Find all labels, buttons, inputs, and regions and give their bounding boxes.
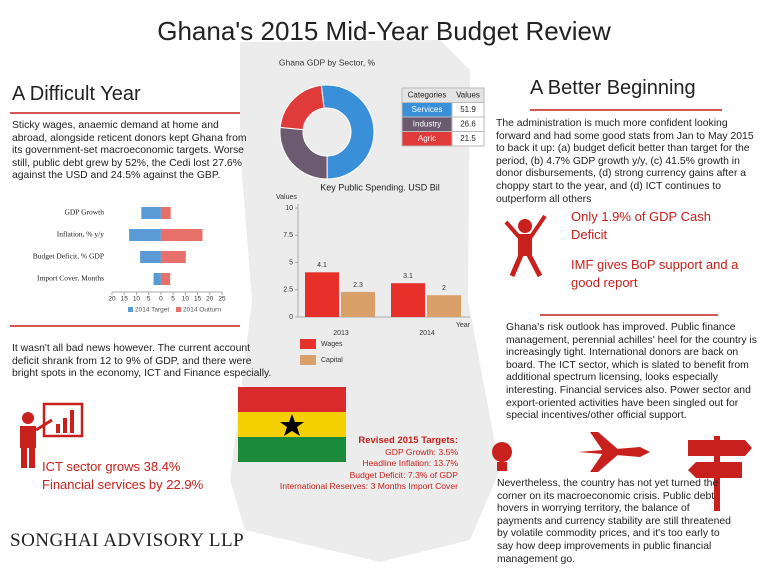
y-tick-label: 10 <box>285 205 293 212</box>
table-cell <box>451 131 485 147</box>
callout: Only 1.9% of GDP Cash Deficit <box>571 209 711 242</box>
legend-label: Wages <box>321 341 343 348</box>
x-tick-label: 10 <box>182 296 190 303</box>
chart-title: Ghana GDP by Sector, % <box>279 57 376 67</box>
heading: A Better Beginning <box>530 77 696 99</box>
y-tick-label: Inflation, % y/y <box>57 230 105 239</box>
table-category: Agric <box>418 134 436 143</box>
targets: Revised 2015 Targets: GDP Growth: 3.5% He… <box>280 435 458 493</box>
value-label: 4.1 <box>317 262 327 269</box>
legend-label: 2014 Outturn <box>183 307 221 314</box>
highlight: ICT sector grows 38.4% <box>42 459 181 474</box>
y-tick-label: 2.5 <box>283 287 293 294</box>
legend-swatch <box>300 339 316 349</box>
bar <box>160 251 186 263</box>
callout: IMF gives BoP support and a good report <box>571 257 739 290</box>
paragraph: It wasn't all bad news however. The curr… <box>12 343 272 380</box>
x-tick-label: 5 <box>171 296 175 303</box>
y-tick-label: 0 <box>289 314 293 321</box>
target-line: Budget Deficit: 7.3% of GDP <box>349 469 458 480</box>
bar <box>129 229 161 241</box>
flag <box>238 387 346 462</box>
legend-label: 2014 Target <box>135 307 169 314</box>
pie-slice <box>320 84 375 180</box>
x-tick-label: 20 <box>108 296 116 303</box>
y-tick-label: Budget Deficit, % GDP <box>33 252 104 261</box>
table-value: 51.9 <box>460 105 476 114</box>
x-tick-label: 2013 <box>333 330 349 337</box>
paragraph: Ghana's risk outlook has improved. Publi… <box>506 322 757 422</box>
value-label: 2.3 <box>353 282 363 289</box>
target-line: GDP Growth: 3.5% <box>385 446 458 457</box>
legend-swatch <box>300 355 316 365</box>
bar <box>305 272 339 317</box>
paragraph: The administration is much more confiden… <box>496 118 754 205</box>
title: Ghana's 2015 Mid-Year Budget Review <box>157 16 611 46</box>
bar <box>341 291 375 317</box>
icon-celebrate <box>504 214 547 278</box>
x-tick-label: 20 <box>206 296 214 303</box>
paragraph: Nevertheless, the country has not yet tu… <box>497 478 731 565</box>
bar <box>391 283 425 317</box>
y-axis-label: Values <box>276 194 297 201</box>
x-tick-label: 15 <box>194 296 202 303</box>
highlight: Financial services by 22.9% <box>42 477 204 492</box>
legend-swatch <box>128 307 133 312</box>
value-label: 2 <box>442 285 446 292</box>
bar <box>427 295 461 317</box>
legend-label: Capital <box>321 357 343 364</box>
icon-signpost <box>688 436 752 511</box>
table-value: 26.6 <box>460 119 476 128</box>
table-header: Values <box>456 90 480 99</box>
icon-bulb <box>492 442 512 471</box>
table-category: Services <box>412 105 443 114</box>
heading: A Difficult Year <box>12 83 141 105</box>
x-tick-label: 5 <box>147 296 151 303</box>
x-tick-label: 0 <box>159 296 163 303</box>
target-line: Headline Inflation: 13.7% <box>362 458 458 469</box>
chart-title: Key Public Spending. USD Bil <box>320 182 440 192</box>
logo: SONGHAI ADVISORY LLP <box>10 530 245 551</box>
target-line: International Reserves: 3 Months Import … <box>279 481 458 492</box>
y-tick-label: Import Cover, Months <box>37 274 104 283</box>
icon-presenter <box>20 402 84 468</box>
bar <box>160 207 171 219</box>
targets-title: Revised 2015 Targets: <box>358 435 458 446</box>
icon-plane <box>578 432 650 472</box>
pie-slice <box>279 84 325 131</box>
paragraph: Sticky wages, anaemic demand at home and… <box>12 120 247 182</box>
legend-swatch <box>176 307 181 312</box>
table-header: Categories <box>408 90 447 99</box>
x-tick-label: 10 <box>133 296 141 303</box>
table-value: 21.5 <box>460 134 476 143</box>
value-label: 3.1 <box>403 273 413 280</box>
x-tick-label: 15 <box>121 296 129 303</box>
x-tick-label: 2014 <box>419 330 435 337</box>
y-tick-label: 5 <box>289 259 293 266</box>
x-tick-label: 25 <box>218 296 226 303</box>
bar <box>140 251 161 263</box>
bar <box>141 207 161 219</box>
bar <box>160 229 203 241</box>
y-tick-label: 7.5 <box>283 232 293 239</box>
bar <box>153 273 161 285</box>
table-category: Industry <box>413 119 441 128</box>
bar <box>160 273 171 285</box>
x-axis-label: Year <box>456 322 471 329</box>
y-tick-label: GDP Growth <box>64 208 104 217</box>
